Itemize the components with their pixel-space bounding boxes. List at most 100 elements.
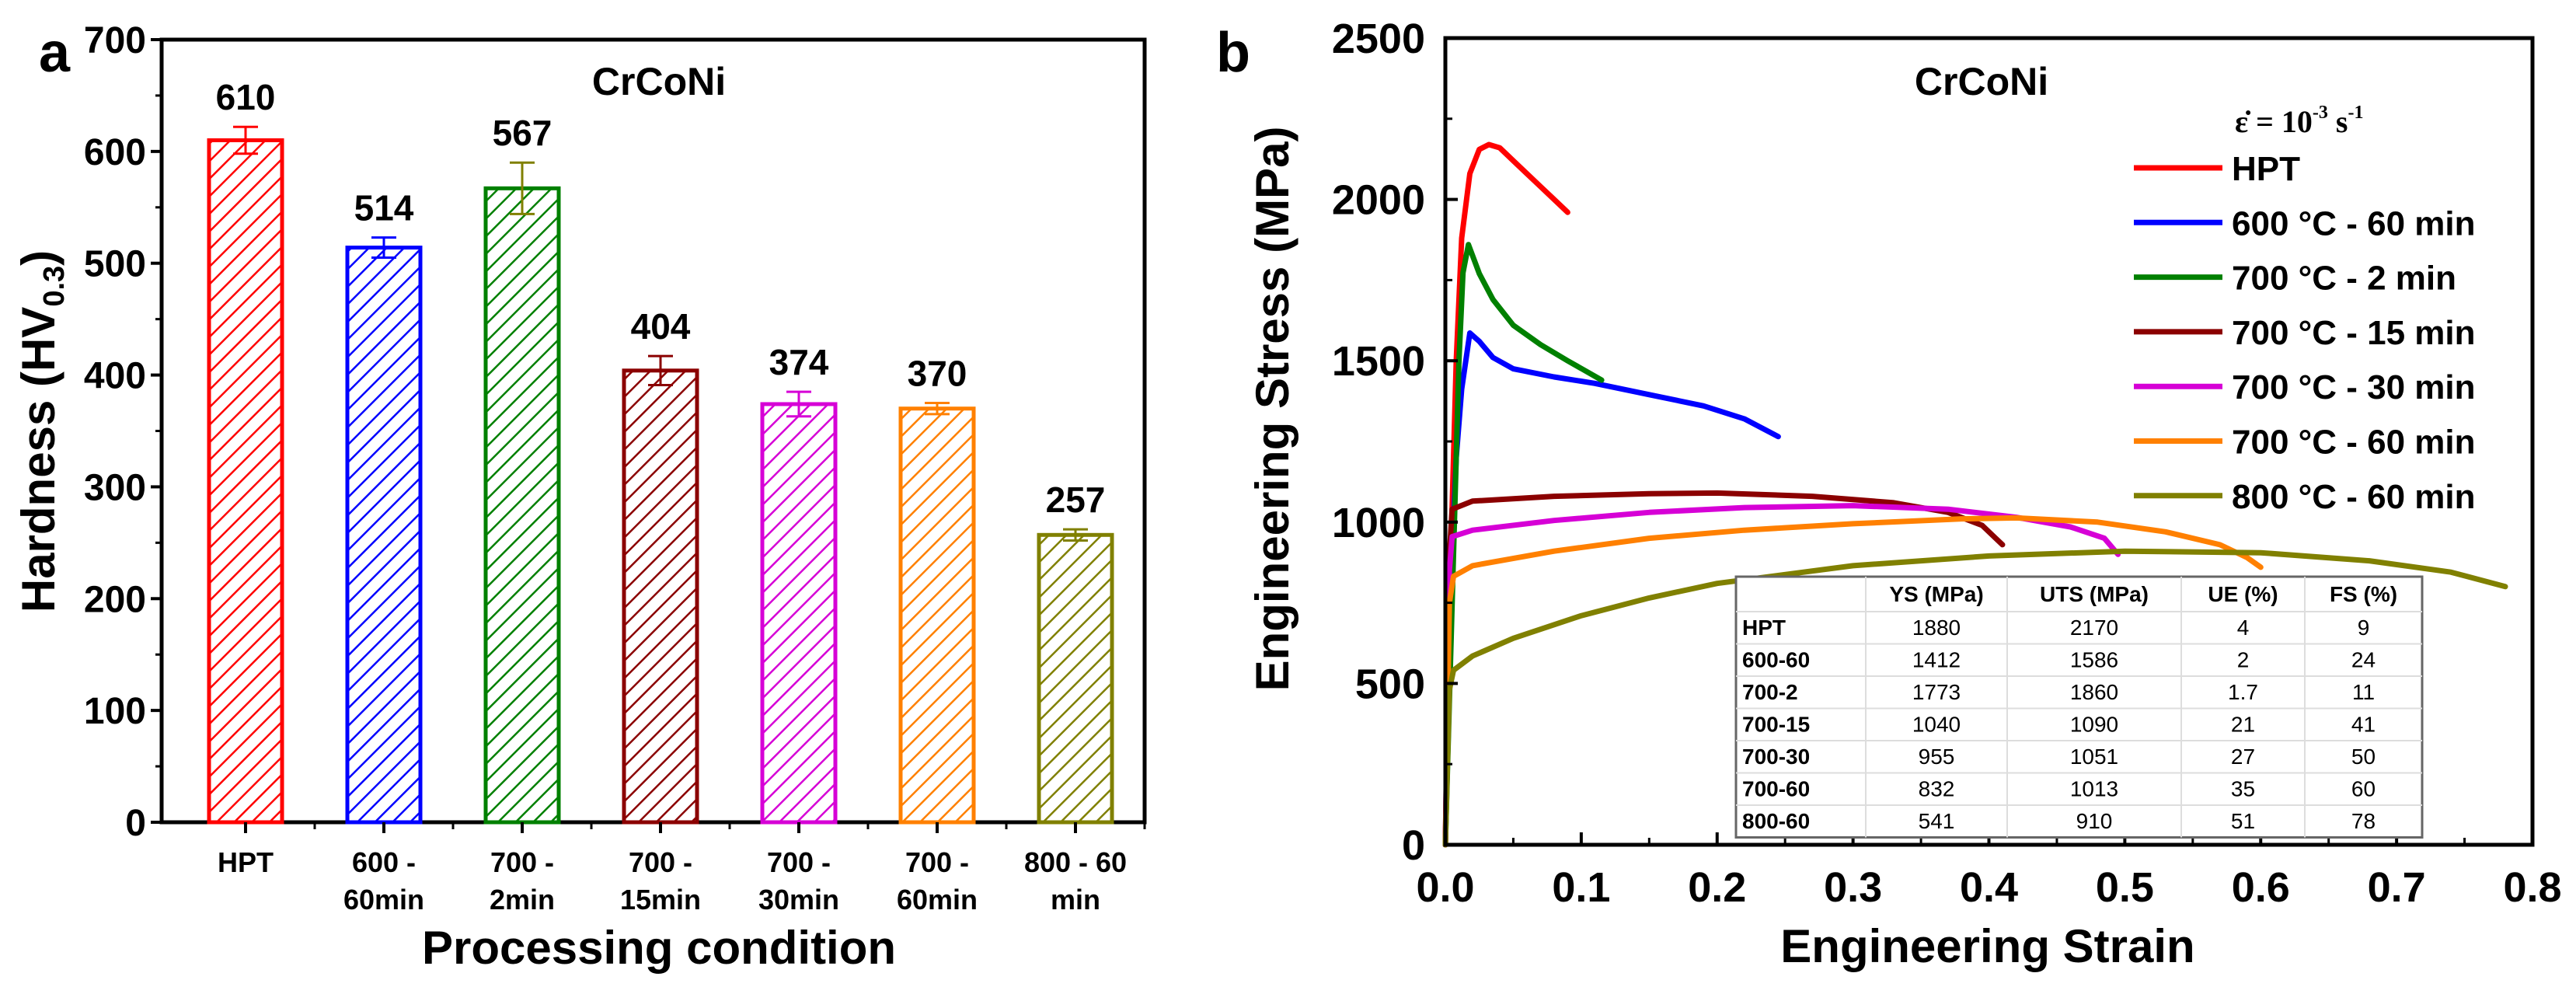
panel-b-x-axis-label: Engineering Strain (1780, 920, 2194, 972)
table-row-label: 700-2 (1742, 680, 1798, 704)
x-tick-label: min (1051, 884, 1100, 916)
x-tick-label: 0.2 (1688, 864, 1746, 911)
table-cell: 1090 (2070, 713, 2118, 737)
bar-group: 514 600 - 60min (343, 188, 455, 916)
y-tick-label: 600 (84, 132, 146, 173)
y-tick-label: 1500 (1332, 338, 1425, 385)
table-header: FS (%) (2330, 582, 2397, 606)
x-tick-label: 30min (758, 884, 839, 916)
x-tick-label: 2min (490, 884, 555, 916)
y-tick-label: 0 (1402, 822, 1425, 869)
x-tick-label: 60min (897, 884, 978, 916)
table-header: YS (MPa) (1889, 582, 1983, 606)
x-tick-label: 700 - (629, 846, 692, 878)
bar-value-label: 567 (493, 113, 552, 153)
curve-600-c-60-min (1442, 330, 1781, 848)
x-tick-label: 0.7 (2368, 864, 2426, 911)
panel-a-y-ticks: 0 100 200 300 400 500 600 700 (84, 20, 162, 844)
panel-a-title: CrCoNi (592, 60, 726, 103)
legend-label: 700 °C - 60 min (2232, 424, 2476, 462)
table-row-label: 700-60 (1742, 777, 1810, 801)
properties-table: YS (MPa) UTS (MPa) UE (%) FS (%)HPT 1880 2170… (1734, 575, 2424, 839)
bar (345, 246, 423, 825)
table-cell: 955 (1919, 745, 1955, 769)
x-tick-label: 0.5 (2096, 864, 2154, 911)
table-cell: 11 (2352, 680, 2375, 704)
bar (483, 186, 561, 825)
bar (898, 406, 976, 825)
table-frame (1734, 575, 2424, 839)
bar-value-label: 370 (908, 354, 967, 394)
legend-item: 700 °C - 60 min (2134, 424, 2476, 462)
y-tick-label: 700 (84, 20, 146, 61)
table-cell: 910 (2076, 809, 2113, 833)
strain-rate-exp1: -3 (2313, 103, 2328, 123)
y-tick-label: 400 (84, 356, 146, 397)
table-cell: 1586 (2070, 648, 2118, 672)
legend-item: 600 °C - 60 min (2134, 204, 2476, 242)
bar (760, 402, 838, 825)
table-header: UTS (MPa) (2040, 582, 2149, 606)
bar-group: 370 700 - 60min (897, 354, 1008, 916)
table-cell: 60 (2351, 777, 2376, 801)
x-tick-label: 15min (620, 884, 701, 916)
table-cell: 541 (1919, 809, 1955, 833)
strain-rate-prefix: ε̇ = 10 (2235, 104, 2313, 139)
legend-item: HPT (2134, 150, 2300, 188)
table-row-label: 700-15 (1742, 713, 1810, 737)
bar-group: 374 700 - 30min (758, 342, 870, 916)
bar-group: 567 700 - 2min (483, 113, 593, 916)
table-cell: 1013 (2070, 777, 2118, 801)
table-cell: 1412 (1912, 648, 1961, 672)
y-axis-label-close: ) (12, 250, 64, 266)
y-tick-label: 500 (84, 244, 146, 285)
y-axis-label-subscript: 0.3 (38, 266, 71, 307)
legend-item: 800 °C - 60 min (2134, 478, 2476, 516)
panel-b-y-axis-label: Engineering Stress (MPa) (1246, 127, 1298, 692)
y-tick-label: 500 (1355, 661, 1425, 707)
y-tick-label: 2000 (1332, 177, 1425, 224)
legend-label: 800 °C - 60 min (2232, 478, 2476, 516)
legend-label: 600 °C - 60 min (2232, 204, 2476, 242)
table-row-label: HPT (1742, 616, 1786, 640)
bar (207, 138, 284, 825)
curve-700-c-30-min (1442, 503, 2121, 848)
bar-value-label: 514 (354, 188, 414, 228)
bar (1037, 532, 1114, 825)
curve-700-c-60-min (1442, 514, 2264, 848)
x-tick-label: 0.8 (2503, 864, 2561, 911)
x-tick-label: 0.0 (1416, 864, 1474, 911)
bar-group: 257 800 - 60 min (1024, 480, 1146, 916)
table-cell: 41 (2351, 713, 2376, 737)
table-header: UE (%) (2208, 582, 2278, 606)
table-cell: 2 (2237, 648, 2250, 672)
bar-value-label: 610 (216, 77, 276, 117)
legend-item: 700 °C - 2 min (2134, 260, 2456, 298)
panel-a-bars: 610 HPT 514 600 - 60min 567 700 - 2min 404 700 - 1… (207, 77, 1146, 916)
table-cell: 9 (2358, 616, 2370, 640)
legend-label: 700 °C - 2 min (2232, 260, 2456, 298)
strain-rate-unit: s (2328, 104, 2348, 139)
bar-group: 404 700 - 15min (620, 306, 731, 916)
panel-a: a CrCoNi 0 100 200 300 400 500 600 700 610 HPT 51… (12, 20, 1147, 974)
table-cell: 78 (2351, 809, 2376, 833)
legend-label: HPT (2232, 150, 2300, 188)
panel-a-y-axis-label: Hardness (HV0.3) (12, 250, 71, 612)
y-tick-label: 300 (84, 467, 146, 508)
table-cell: 1773 (1912, 680, 1961, 704)
table-cell: 1860 (2070, 680, 2118, 704)
legend-label: 700 °C - 15 min (2232, 314, 2476, 352)
panel-a-x-axis-label: Processing condition (422, 922, 896, 974)
strain-rate-label: ε̇ = 10-3 s-1 (2235, 103, 2363, 139)
table-cell: 4 (2237, 616, 2250, 640)
panel-a-label: a (39, 22, 71, 84)
table-cell: 1051 (2070, 745, 2118, 769)
table-cell: 1040 (1912, 713, 1961, 737)
bar-value-label: 257 (1046, 480, 1106, 520)
y-tick-label: 2500 (1332, 16, 1425, 62)
table-cell: 51 (2231, 809, 2255, 833)
x-tick-label: 0.4 (1960, 864, 2018, 911)
legend-item: 700 °C - 30 min (2134, 368, 2476, 406)
y-tick-label: 200 (84, 579, 146, 620)
table-row-label: 600-60 (1742, 648, 1810, 672)
